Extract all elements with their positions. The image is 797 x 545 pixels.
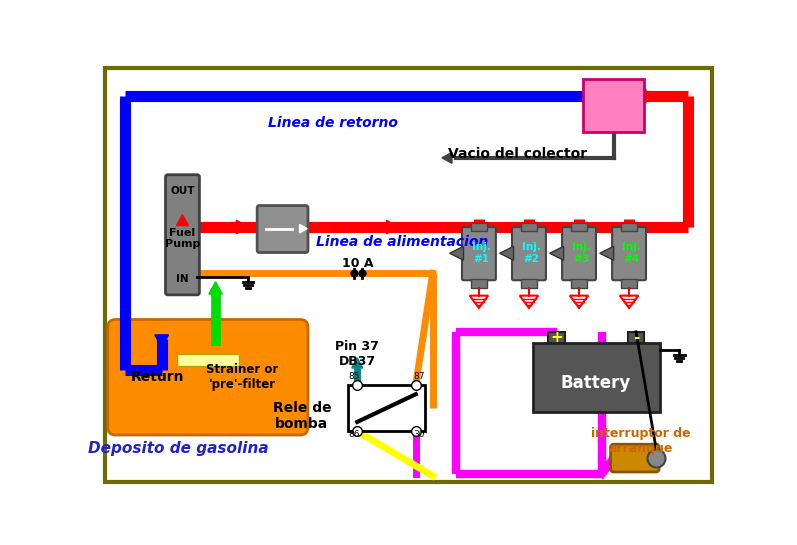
Polygon shape bbox=[442, 152, 452, 164]
Bar bbox=[348, 385, 425, 431]
Polygon shape bbox=[550, 246, 563, 260]
Polygon shape bbox=[450, 246, 464, 260]
Polygon shape bbox=[209, 282, 222, 294]
FancyBboxPatch shape bbox=[512, 227, 546, 280]
Polygon shape bbox=[237, 220, 249, 234]
Polygon shape bbox=[387, 220, 398, 234]
Text: +: + bbox=[550, 330, 563, 344]
Polygon shape bbox=[351, 358, 363, 368]
Polygon shape bbox=[600, 246, 614, 260]
Text: Fuel
Pump: Fuel Pump bbox=[165, 228, 200, 250]
Bar bbox=[533, 343, 660, 412]
Text: Return: Return bbox=[131, 370, 185, 384]
Text: Deposito de gasolina: Deposito de gasolina bbox=[88, 440, 269, 456]
Polygon shape bbox=[177, 215, 188, 226]
Bar bbox=[627, 332, 645, 343]
Polygon shape bbox=[500, 246, 513, 260]
Polygon shape bbox=[473, 223, 485, 234]
Text: Inj.
#1: Inj. #1 bbox=[472, 243, 491, 264]
Polygon shape bbox=[573, 223, 585, 234]
FancyBboxPatch shape bbox=[562, 227, 596, 280]
Polygon shape bbox=[300, 225, 307, 233]
Polygon shape bbox=[623, 223, 635, 234]
Text: Inj.
#3: Inj. #3 bbox=[572, 243, 591, 264]
Text: 10 A: 10 A bbox=[342, 257, 374, 270]
Bar bbox=[471, 278, 487, 288]
Text: 87: 87 bbox=[413, 372, 425, 381]
Bar bbox=[521, 278, 536, 288]
Bar bbox=[622, 278, 637, 288]
Text: 86: 86 bbox=[348, 431, 360, 439]
FancyBboxPatch shape bbox=[612, 227, 646, 280]
Bar bbox=[622, 223, 637, 231]
Text: Strainer or
'pre'-filter: Strainer or 'pre'-filter bbox=[206, 364, 279, 391]
Bar bbox=[548, 332, 565, 343]
FancyBboxPatch shape bbox=[462, 227, 496, 280]
Bar bbox=[571, 223, 587, 231]
FancyBboxPatch shape bbox=[257, 205, 308, 252]
Text: -: - bbox=[633, 330, 639, 344]
Polygon shape bbox=[634, 89, 646, 103]
Bar bbox=[177, 354, 238, 366]
Text: Battery: Battery bbox=[561, 374, 631, 392]
Text: Pin 37
DB37: Pin 37 DB37 bbox=[336, 340, 379, 368]
Bar bbox=[583, 79, 645, 132]
Text: Linea de retorno: Linea de retorno bbox=[268, 116, 398, 130]
Text: Inj.
#4: Inj. #4 bbox=[622, 243, 641, 264]
Text: OUT: OUT bbox=[171, 186, 194, 196]
Text: Rele de
bomba: Rele de bomba bbox=[273, 401, 331, 431]
Text: Linea de alimentacion: Linea de alimentacion bbox=[316, 235, 488, 250]
Bar bbox=[471, 223, 487, 231]
Text: Vacio del colector: Vacio del colector bbox=[448, 147, 587, 161]
Text: 85: 85 bbox=[348, 372, 360, 381]
FancyBboxPatch shape bbox=[611, 444, 659, 472]
Text: interruptor de
arranque: interruptor de arranque bbox=[591, 427, 690, 455]
FancyBboxPatch shape bbox=[166, 175, 199, 295]
Text: Inj.
#2: Inj. #2 bbox=[522, 243, 540, 264]
Bar bbox=[571, 278, 587, 288]
Text: IN: IN bbox=[176, 274, 189, 284]
FancyBboxPatch shape bbox=[108, 319, 308, 435]
Text: 30: 30 bbox=[413, 431, 425, 439]
Polygon shape bbox=[523, 223, 535, 234]
Bar bbox=[521, 223, 536, 231]
Polygon shape bbox=[155, 335, 168, 347]
